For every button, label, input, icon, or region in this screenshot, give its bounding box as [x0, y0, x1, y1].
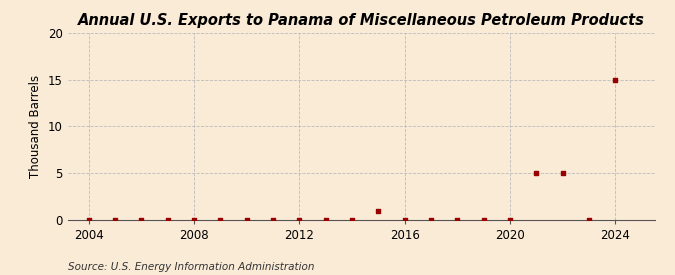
Point [267, 218, 278, 222]
Point [557, 171, 568, 175]
Point [136, 218, 146, 222]
Point [373, 208, 383, 213]
Point [504, 218, 515, 222]
Point [162, 218, 173, 222]
Point [83, 218, 94, 222]
Point [452, 218, 462, 222]
Point [583, 218, 594, 222]
Point [241, 218, 252, 222]
Point [531, 171, 541, 175]
Title: Annual U.S. Exports to Panama of Miscellaneous Petroleum Products: Annual U.S. Exports to Panama of Miscell… [78, 13, 645, 28]
Point [109, 218, 120, 222]
Y-axis label: Thousand Barrels: Thousand Barrels [29, 75, 43, 178]
Point [610, 78, 620, 82]
Point [399, 218, 410, 222]
Point [188, 218, 199, 222]
Point [294, 218, 304, 222]
Point [425, 218, 436, 222]
Point [478, 218, 489, 222]
Point [346, 218, 357, 222]
Point [320, 218, 331, 222]
Point [215, 218, 225, 222]
Text: Source: U.S. Energy Information Administration: Source: U.S. Energy Information Administ… [68, 262, 314, 272]
